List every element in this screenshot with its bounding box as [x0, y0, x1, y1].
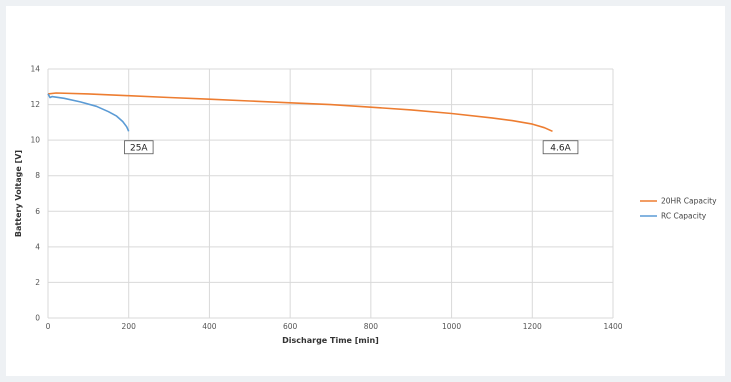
series-line — [47, 93, 130, 132]
y-tick-label: 12 — [30, 100, 40, 109]
legend-label: 20HR Capacity — [661, 197, 717, 206]
x-axis-title: Discharge Time [min] — [282, 336, 379, 345]
y-tick-label: 8 — [35, 171, 40, 180]
callouts: 25A 4.6A — [124, 140, 579, 155]
y-tick-label: 4 — [35, 242, 40, 251]
grid-lines — [47, 68, 614, 319]
x-tick-label: 400 — [202, 322, 217, 331]
x-axis-ticks: 0 200 400 600 800 1000 1200 1400 — [46, 322, 623, 331]
x-tick-label: 0 — [46, 322, 51, 331]
callout-label: 25A — [130, 143, 148, 153]
x-tick-label: 1000 — [442, 322, 461, 331]
y-axis-ticks: 0 2 4 6 8 10 12 14 — [30, 65, 40, 323]
legend-label: RC Capacity — [661, 212, 707, 221]
x-tick-label: 1200 — [523, 322, 542, 331]
x-tick-label: 1400 — [603, 322, 622, 331]
y-tick-label: 0 — [35, 314, 40, 323]
x-tick-label: 800 — [364, 322, 379, 331]
x-tick-label: 600 — [283, 322, 298, 331]
y-tick-label: 2 — [35, 278, 40, 287]
y-tick-label: 14 — [30, 65, 40, 74]
series-lines — [47, 92, 553, 133]
callout-box — [542, 140, 579, 155]
y-axis-title: Battery Voltage [V] — [14, 150, 23, 237]
callout-label: 4.6A — [550, 143, 571, 153]
series-line — [47, 92, 553, 133]
callout-box — [124, 140, 154, 155]
y-tick-label: 6 — [35, 207, 40, 216]
y-tick-label: 10 — [30, 136, 40, 145]
discharge-chart: 0 2 4 6 8 10 12 14 0 200 400 600 800 1000 1200 1400 25… — [14, 65, 717, 346]
x-tick-label: 200 — [122, 322, 137, 331]
chart-card: 0 2 4 6 8 10 12 14 0 200 400 600 800 1000 1200 1400 25… — [6, 6, 725, 376]
legend: 20HR Capacity RC Capacity — [640, 197, 717, 221]
